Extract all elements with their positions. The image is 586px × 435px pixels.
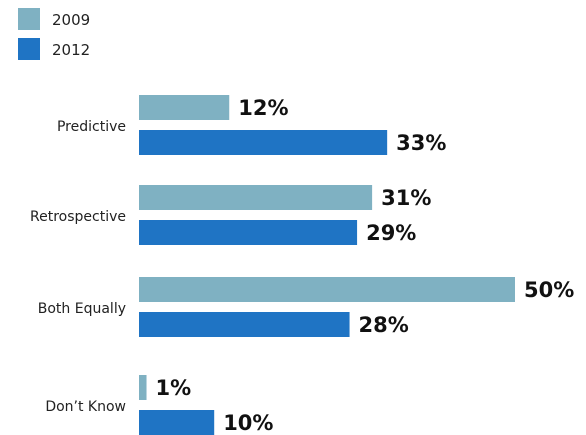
bars <box>139 95 515 435</box>
bar-predictive-2012 <box>139 130 388 155</box>
value-labels: 12% 33% 31% 29% 50% 28% 1% 10% <box>156 96 575 435</box>
value-label-predictive-2012: 33% <box>396 131 446 155</box>
bar-both-equally-2009 <box>139 277 515 302</box>
bar-don-t-know-2009 <box>139 375 147 400</box>
category-labels: Predictive Retrospective Both Equally Don’t… <box>30 119 126 415</box>
legend-swatch-2012 <box>18 38 40 60</box>
value-label-retrospective-2012: 29% <box>366 221 416 245</box>
value-label-both-equally-2009: 50% <box>524 278 574 302</box>
bar-don-t-know-2012 <box>139 410 215 435</box>
value-label-predictive-2009: 12% <box>238 96 288 120</box>
bar-both-equally-2012 <box>139 312 350 337</box>
category-label-predictive: Predictive <box>57 119 126 135</box>
legend-label-2012: 2012 <box>52 41 90 59</box>
category-label-both-equally: Both Equally <box>38 301 126 317</box>
category-label-don-t-know: Don’t Know <box>45 399 126 415</box>
value-label-both-equally-2012: 28% <box>359 313 409 337</box>
category-label-retrospective: Retrospective <box>30 209 126 225</box>
value-label-don-t-know-2012: 10% <box>223 411 273 435</box>
bar-retrospective-2009 <box>139 185 373 210</box>
value-label-retrospective-2009: 31% <box>381 186 431 210</box>
legend-label-2009: 2009 <box>52 11 90 29</box>
bar-retrospective-2012 <box>139 220 358 245</box>
legend-swatch-2009 <box>18 8 40 30</box>
legend: 2009 2012 <box>18 8 90 60</box>
bar-predictive-2009 <box>139 95 230 120</box>
value-label-don-t-know-2009: 1% <box>156 376 192 400</box>
